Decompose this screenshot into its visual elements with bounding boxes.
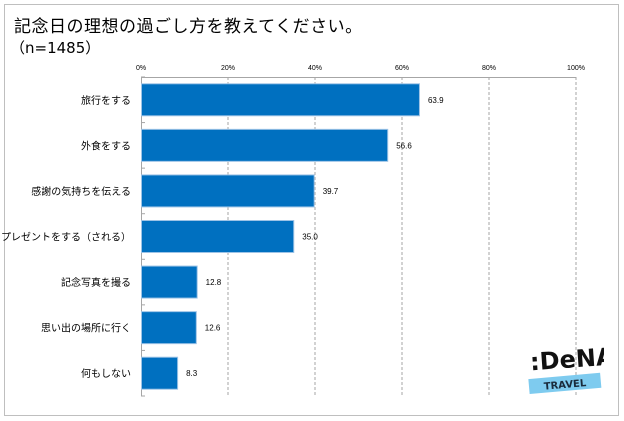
x-tick-label: 0% (136, 65, 146, 72)
x-tick-label: 100% (567, 65, 585, 72)
data-label: 56.6 (396, 141, 412, 150)
chart-frame (4, 4, 619, 416)
bar (141, 220, 295, 253)
category-label: 外食をする (81, 139, 131, 152)
data-label: 12.6 (205, 324, 221, 333)
dena-travel-logo: :DeNA TRAVEL (528, 342, 604, 395)
category-label: 感謝の気持ちを伝える (31, 185, 131, 198)
bar (141, 128, 389, 162)
x-tick-label: 20% (221, 65, 235, 72)
sample-size: （n=1485） (10, 39, 101, 57)
x-tick-label: 40% (308, 65, 322, 72)
category-label: プレゼントをする（される） (1, 232, 131, 244)
category-label: 何もしない (81, 367, 131, 380)
bar (141, 265, 198, 299)
logo-sub-text: TRAVEL (543, 378, 587, 393)
bar (141, 311, 197, 345)
chart-title: 記念日の理想の過ごし方を教えてください。 (14, 17, 363, 37)
data-label: 12.8 (206, 278, 222, 287)
bar (141, 356, 179, 390)
category-label: 思い出の場所に行く (41, 322, 131, 335)
x-tick-label: 60% (395, 65, 409, 72)
data-label: 8.3 (186, 369, 198, 378)
data-label: 63.9 (428, 96, 444, 105)
category-label: 旅行をする (81, 94, 131, 107)
data-label: 35.0 (302, 233, 318, 242)
logo-band (528, 372, 602, 395)
category-label: 記念写真を撮る (61, 276, 131, 289)
bar (141, 174, 315, 208)
x-tick-label: 80% (482, 65, 496, 72)
logo-brand-text: :DeNA (529, 342, 604, 376)
bar (141, 83, 420, 117)
data-label: 39.7 (323, 187, 339, 196)
